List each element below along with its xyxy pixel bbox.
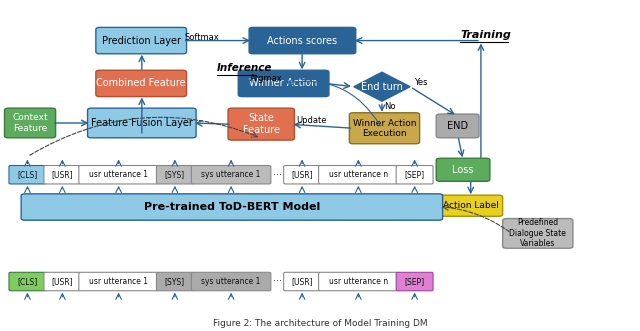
FancyBboxPatch shape <box>349 113 420 144</box>
Text: Figure 2: The architecture of Model Training DM: Figure 2: The architecture of Model Trai… <box>212 318 428 328</box>
FancyBboxPatch shape <box>502 218 573 248</box>
Text: Feature Fusion Layer: Feature Fusion Layer <box>91 118 193 128</box>
FancyBboxPatch shape <box>439 195 502 216</box>
Text: usr utterance n: usr utterance n <box>329 277 388 286</box>
Text: Prediction Layer: Prediction Layer <box>102 35 180 46</box>
Text: End turn: End turn <box>361 82 403 92</box>
Text: Loss: Loss <box>452 165 474 175</box>
FancyBboxPatch shape <box>44 166 81 184</box>
Text: Pre-trained ToD-BERT Model: Pre-trained ToD-BERT Model <box>144 202 320 212</box>
Text: No: No <box>384 102 396 111</box>
FancyBboxPatch shape <box>4 108 56 138</box>
Text: ···: ··· <box>273 276 282 287</box>
Text: [USR]: [USR] <box>291 277 313 286</box>
Text: Action Label: Action Label <box>443 201 499 210</box>
Text: Predefined
Dialogue State
Variables: Predefined Dialogue State Variables <box>509 218 566 248</box>
Text: END: END <box>447 121 468 131</box>
Text: [SYS]: [SYS] <box>164 170 185 179</box>
Text: [USR]: [USR] <box>291 170 313 179</box>
FancyBboxPatch shape <box>319 272 398 291</box>
FancyBboxPatch shape <box>9 166 46 184</box>
FancyBboxPatch shape <box>319 166 398 184</box>
Text: [USR]: [USR] <box>52 277 73 286</box>
FancyBboxPatch shape <box>191 166 271 184</box>
FancyBboxPatch shape <box>436 158 490 181</box>
FancyBboxPatch shape <box>9 272 46 291</box>
FancyBboxPatch shape <box>96 70 186 97</box>
FancyBboxPatch shape <box>284 166 321 184</box>
FancyBboxPatch shape <box>88 108 196 138</box>
Text: [SYS]: [SYS] <box>164 277 185 286</box>
Text: Winner Action: Winner Action <box>250 78 318 88</box>
Text: Training: Training <box>461 30 511 40</box>
Text: [SEP]: [SEP] <box>404 277 425 286</box>
Text: usr utterance 1: usr utterance 1 <box>89 277 148 286</box>
Text: [USR]: [USR] <box>52 170 73 179</box>
Text: sys utterance 1: sys utterance 1 <box>202 277 260 286</box>
Text: Actions scores: Actions scores <box>268 35 337 46</box>
FancyBboxPatch shape <box>156 272 193 291</box>
Text: Context
Feature: Context Feature <box>12 113 48 133</box>
Text: ···: ··· <box>273 170 282 180</box>
FancyBboxPatch shape <box>396 272 433 291</box>
FancyBboxPatch shape <box>284 272 321 291</box>
FancyBboxPatch shape <box>96 27 186 54</box>
FancyBboxPatch shape <box>79 272 158 291</box>
FancyBboxPatch shape <box>79 166 158 184</box>
Text: Update: Update <box>296 116 327 125</box>
Text: [SEP]: [SEP] <box>404 170 425 179</box>
Text: [CLS]: [CLS] <box>17 277 38 286</box>
FancyBboxPatch shape <box>238 70 329 97</box>
Text: State
Feature: State Feature <box>243 113 280 135</box>
FancyBboxPatch shape <box>191 272 271 291</box>
FancyBboxPatch shape <box>228 108 294 140</box>
FancyBboxPatch shape <box>396 166 433 184</box>
Text: Yes: Yes <box>415 78 428 87</box>
Text: Winner Action
Execution: Winner Action Execution <box>353 118 416 138</box>
Text: sys utterance 1: sys utterance 1 <box>202 170 260 179</box>
Text: usr utterance n: usr utterance n <box>329 170 388 179</box>
FancyBboxPatch shape <box>21 194 443 220</box>
FancyBboxPatch shape <box>44 272 81 291</box>
Text: Softmax: Softmax <box>184 33 220 42</box>
Text: Inference: Inference <box>216 63 272 73</box>
Text: usr utterance 1: usr utterance 1 <box>89 170 148 179</box>
FancyBboxPatch shape <box>436 114 479 138</box>
Text: Argmax: Argmax <box>250 74 282 83</box>
FancyBboxPatch shape <box>156 166 193 184</box>
FancyBboxPatch shape <box>249 27 356 54</box>
Text: Combined Feature: Combined Feature <box>97 78 186 88</box>
Polygon shape <box>354 72 410 101</box>
Text: [CLS]: [CLS] <box>17 170 38 179</box>
